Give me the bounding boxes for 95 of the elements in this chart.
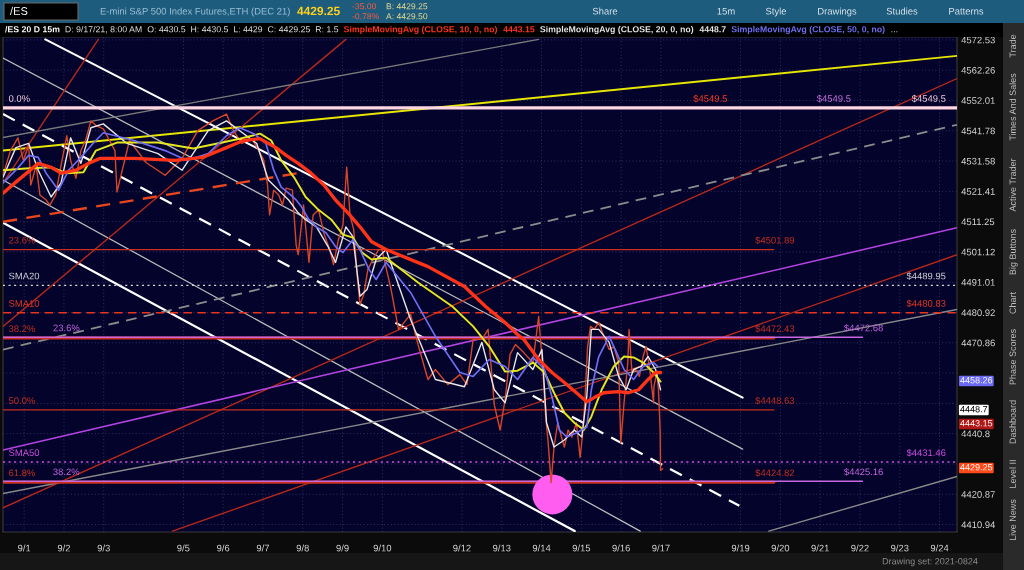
text: 4429.25 bbox=[960, 464, 993, 471]
text: 4429.25 bbox=[297, 6, 340, 16]
chart-title: E-mini S&P 500 Index Futures,ETH (DEC 21) bbox=[100, 7, 290, 17]
text: Big Buttons bbox=[1009, 229, 1018, 275]
text: 4443.15 bbox=[960, 420, 993, 427]
text: 4458.26 bbox=[960, 377, 993, 384]
data-label: $4431.46 bbox=[906, 448, 946, 457]
series-label: 38.2% bbox=[53, 468, 80, 476]
y-tick-label: 4572.53 bbox=[961, 36, 995, 44]
x-tick-label: 9/16 bbox=[612, 544, 630, 552]
text: Studies bbox=[886, 7, 918, 15]
text: Chart bbox=[1009, 292, 1016, 314]
data-label: $4489.95 bbox=[906, 272, 946, 280]
y-tick-label: 4491.01 bbox=[961, 279, 995, 286]
series-label: SMA20 bbox=[8, 272, 40, 280]
series-label: SMA50 bbox=[8, 449, 40, 456]
text: Trade bbox=[1009, 34, 1016, 58]
text: Style bbox=[765, 7, 787, 17]
x-tick-label: 9/6 bbox=[217, 544, 230, 552]
annotation: $4549.5 bbox=[693, 94, 727, 103]
text: ... bbox=[891, 31, 898, 33]
x-tick-label: 9/12 bbox=[453, 544, 471, 552]
series-label: 23.6% bbox=[53, 324, 80, 332]
series-label: 23.6% bbox=[9, 236, 35, 244]
text: Patterns bbox=[949, 7, 984, 15]
x-tick-label: 9/2 bbox=[57, 544, 71, 552]
text: /ES bbox=[10, 6, 28, 15]
x-tick-label: 9/21 bbox=[811, 544, 829, 552]
text: Times And Sales bbox=[1009, 73, 1016, 141]
text: D: 9/17/21, 8:00 AM bbox=[65, 25, 142, 34]
text: 4448.7 bbox=[699, 26, 726, 33]
text: 15m bbox=[717, 7, 735, 15]
text: B: 4429.25 bbox=[386, 3, 428, 10]
text: L: 4429 bbox=[234, 26, 263, 33]
y-tick-label: 4562.26 bbox=[961, 66, 995, 74]
series-label: 38.2% bbox=[8, 325, 35, 333]
text: A: 4429.50 bbox=[386, 13, 428, 20]
x-tick-label: 9/17 bbox=[652, 544, 670, 552]
text: Level II bbox=[1009, 460, 1016, 488]
x-tick-label: 9/5 bbox=[177, 544, 190, 552]
text: Drawings bbox=[818, 7, 857, 17]
series-label: 61.8% bbox=[9, 469, 35, 477]
y-tick-label: 4552.01 bbox=[961, 97, 995, 104]
data-label: $4480.83 bbox=[906, 299, 946, 308]
x-tick-label: 9/10 bbox=[373, 544, 392, 552]
text: 4443.15 bbox=[503, 26, 535, 33]
y-tick-label: 4511.25 bbox=[961, 218, 995, 226]
text: Share bbox=[592, 7, 618, 15]
data-label: $4472.43 bbox=[755, 324, 795, 333]
y-tick-label: 4470.86 bbox=[961, 339, 995, 347]
text: 4448.7 bbox=[960, 406, 988, 413]
text: O: 4430.5 bbox=[147, 26, 186, 33]
text: H: 4430.5 bbox=[191, 26, 229, 33]
text: Active Trader bbox=[1009, 158, 1016, 212]
y-tick-label: 4541.78 bbox=[961, 127, 995, 135]
data-label: $4501.89 bbox=[755, 236, 795, 245]
text: Phase Scores bbox=[1009, 329, 1016, 385]
y-tick-label: 4501.12 bbox=[961, 248, 995, 256]
x-tick-label: 9/8 bbox=[296, 544, 309, 552]
y-tick-label: 4531.58 bbox=[961, 157, 995, 165]
x-tick-label: 9/24 bbox=[930, 544, 949, 552]
data-label: $4424.82 bbox=[755, 469, 795, 477]
text: SimpleMovingAvg (CLOSE, 10, 0, no) bbox=[343, 25, 497, 35]
x-tick-label: 9/13 bbox=[493, 544, 511, 552]
series-label: 0.0% bbox=[8, 95, 30, 102]
x-tick-label: 9/1 bbox=[18, 544, 31, 552]
series-label: 50.0% bbox=[8, 397, 35, 404]
y-tick-label: 4410.94 bbox=[961, 521, 996, 529]
x-tick-label: 9/9 bbox=[336, 544, 349, 552]
data-label: $4425.16 bbox=[844, 468, 883, 476]
x-tick-label: 9/19 bbox=[731, 544, 750, 552]
text: -0.78% bbox=[352, 13, 379, 20]
x-tick-label: 9/23 bbox=[891, 544, 909, 552]
data-label: $4448.63 bbox=[755, 396, 795, 405]
text: SimpleMovingAvg (CLOSE, 50, 0, no) bbox=[731, 25, 885, 35]
x-tick-label: 9/14 bbox=[532, 544, 551, 552]
text: SimpleMovingAvg (CLOSE, 20, 0, no) bbox=[540, 25, 694, 35]
x-tick-label: 9/20 bbox=[771, 544, 790, 552]
x-tick-label: 9/22 bbox=[851, 544, 869, 552]
x-tick-label: 9/15 bbox=[572, 544, 591, 552]
y-tick-label: 4440.8 bbox=[961, 430, 990, 438]
y-tick-label: 4420.87 bbox=[961, 491, 995, 498]
text: -35.00 bbox=[352, 3, 377, 10]
y-tick-label: 4521.41 bbox=[961, 188, 995, 195]
x-tick-label: 9/3 bbox=[97, 544, 110, 552]
text: R: 1.5 bbox=[315, 26, 339, 33]
text: Dashboard bbox=[1009, 400, 1016, 444]
x-tick-label: 9/7 bbox=[256, 544, 270, 552]
chart-subtitle: /ES 20 D 15m bbox=[5, 25, 60, 33]
text: C: 4429.25 bbox=[267, 26, 310, 33]
y-tick-label: 4480.92 bbox=[961, 309, 995, 317]
text: Live News bbox=[1009, 499, 1016, 541]
data-label: $4549.5 bbox=[911, 94, 946, 103]
text: Drawing set: 2021-0824 bbox=[882, 557, 978, 567]
annotation: $4549.5 bbox=[816, 94, 851, 103]
